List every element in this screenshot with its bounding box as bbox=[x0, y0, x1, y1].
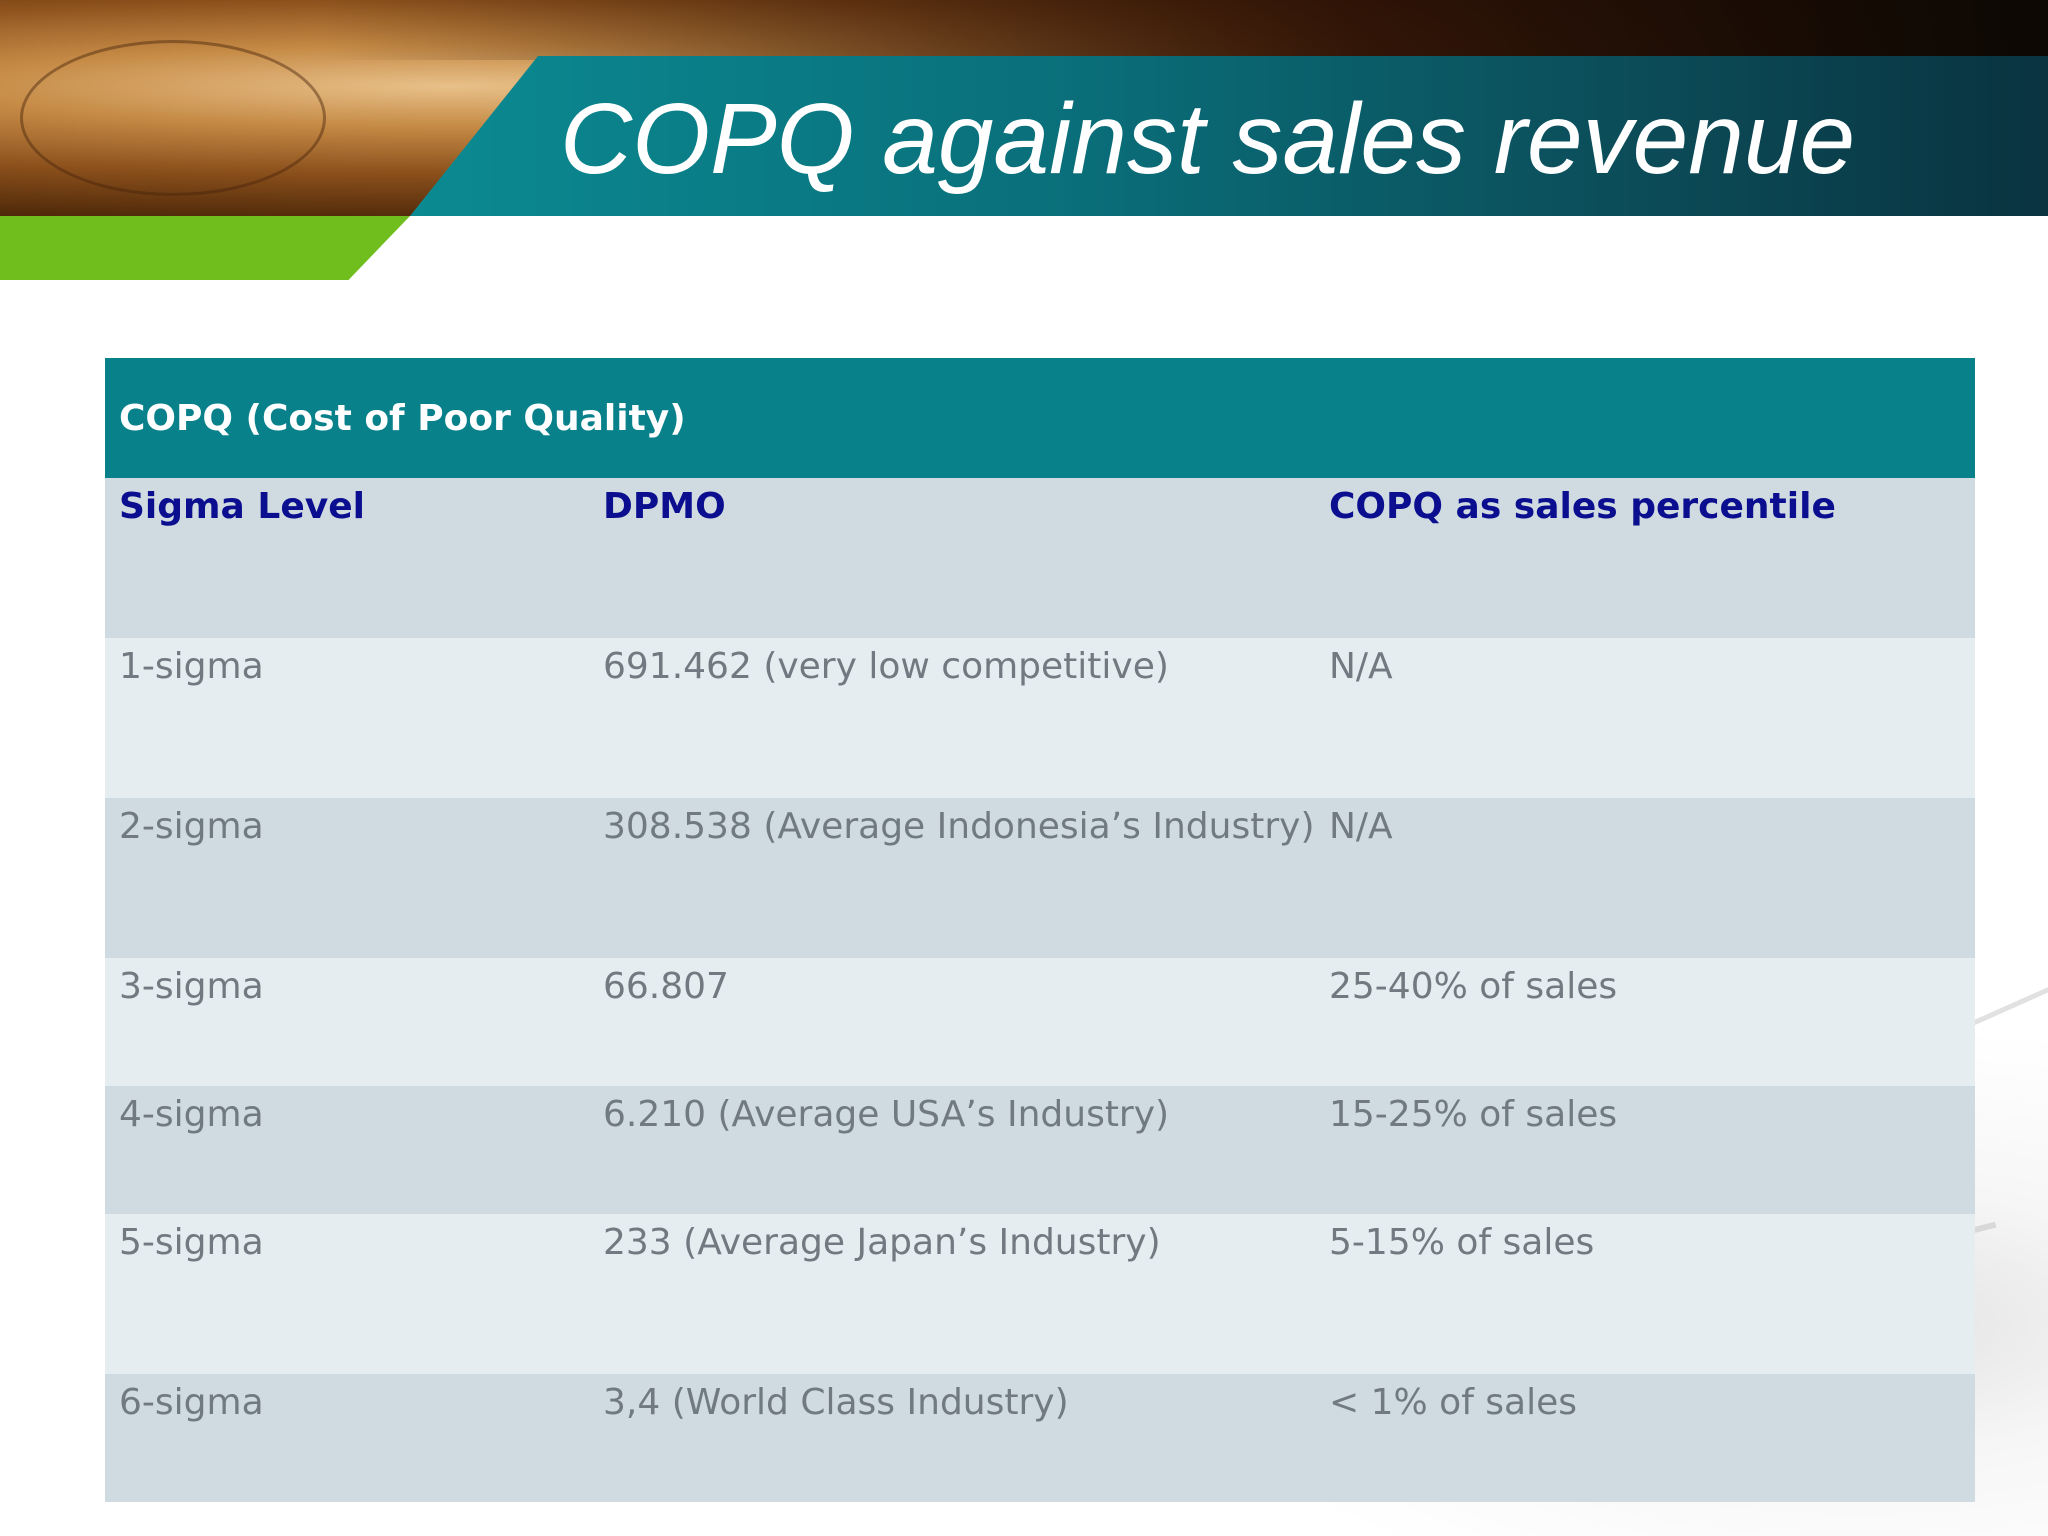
green-accent-bar bbox=[0, 216, 410, 280]
cell-dpmo: 3,4 (World Class Industry) bbox=[589, 1374, 1315, 1502]
title-band bbox=[410, 56, 2048, 216]
cell-copq-percentile: 15-25% of sales bbox=[1315, 1086, 1976, 1214]
cell-dpmo: 233 (Average Japan’s Industry) bbox=[589, 1214, 1315, 1374]
table-row: 4-sigma 6.210 (Average USA’s Industry) 1… bbox=[105, 1086, 1976, 1214]
cell-copq-percentile: < 1% of sales bbox=[1315, 1374, 1976, 1502]
cell-sigma-level: 3-sigma bbox=[105, 958, 589, 1086]
cell-sigma-level: 6-sigma bbox=[105, 1374, 589, 1502]
table-row: 6-sigma 3,4 (World Class Industry) < 1% … bbox=[105, 1374, 1976, 1502]
cell-sigma-level: 1-sigma bbox=[105, 638, 589, 798]
cell-dpmo: 6.210 (Average USA’s Industry) bbox=[589, 1086, 1315, 1214]
table-header-row: Sigma Level DPMO COPQ as sales percentil… bbox=[105, 478, 1976, 638]
cell-dpmo: 691.462 (very low competitive) bbox=[589, 638, 1315, 798]
column-header-copq-percentile: COPQ as sales percentile bbox=[1315, 478, 1976, 638]
cell-copq-percentile: N/A bbox=[1315, 638, 1976, 798]
column-header-dpmo: DPMO bbox=[589, 478, 1315, 638]
table-row: 3-sigma 66.807 25-40% of sales bbox=[105, 958, 1976, 1086]
cell-copq-percentile: 25-40% of sales bbox=[1315, 958, 1976, 1086]
header-white-fill bbox=[310, 216, 2048, 280]
cell-sigma-level: 4-sigma bbox=[105, 1086, 589, 1214]
table-row: 2-sigma 308.538 (Average Indonesia’s Ind… bbox=[105, 798, 1976, 958]
column-header-sigma-level: Sigma Level bbox=[105, 478, 589, 638]
cell-dpmo: 308.538 (Average Indonesia’s Industry) bbox=[589, 798, 1315, 958]
copq-table: COPQ (Cost of Poor Quality) Sigma Level … bbox=[105, 358, 1976, 1502]
table-row: 5-sigma 233 (Average Japan’s Industry) 5… bbox=[105, 1214, 1976, 1374]
cell-sigma-level: 2-sigma bbox=[105, 798, 589, 958]
cell-copq-percentile: 5-15% of sales bbox=[1315, 1214, 1976, 1374]
cell-copq-percentile: N/A bbox=[1315, 798, 1976, 958]
slide-title: COPQ against sales revenue bbox=[560, 83, 1856, 195]
table-title: COPQ (Cost of Poor Quality) bbox=[105, 358, 1976, 478]
cell-sigma-level: 5-sigma bbox=[105, 1214, 589, 1374]
table-title-row: COPQ (Cost of Poor Quality) bbox=[105, 358, 1976, 478]
cell-dpmo: 66.807 bbox=[589, 958, 1315, 1086]
table-row: 1-sigma 691.462 (very low competitive) N… bbox=[105, 638, 1976, 798]
